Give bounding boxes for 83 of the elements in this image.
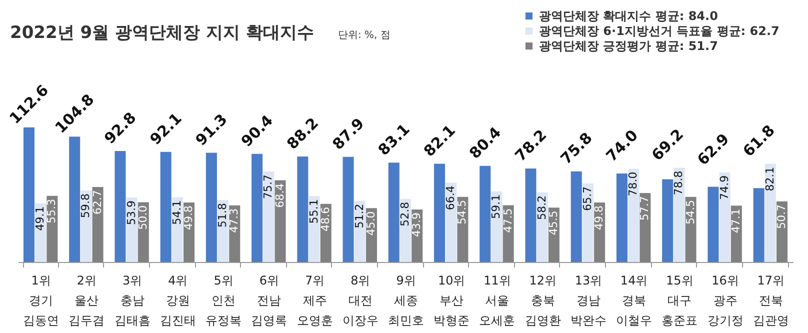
data-label: 54.5 (684, 200, 697, 224)
x-tick-label: 2위 울산 김두겸 (68, 274, 105, 328)
bar (434, 164, 446, 262)
data-label: 48.6 (318, 206, 332, 232)
bar (308, 196, 320, 262)
bar (582, 183, 594, 262)
data-label: 49.1 (34, 206, 47, 231)
data-label: 49.8 (592, 205, 606, 230)
data-label: 47.3 (228, 208, 241, 233)
x-tick-label: 8위 대전 이장우 (342, 274, 378, 328)
data-label: 50.7 (775, 204, 788, 229)
x-tick-label: 9위 세종 최민호 (388, 274, 424, 328)
data-label: 65.7 (580, 186, 594, 211)
data-label: 68.4 (273, 183, 286, 208)
bar (263, 171, 274, 262)
data-label: 51.2 (352, 204, 366, 228)
data-label: 51.8 (216, 203, 230, 228)
bar (719, 172, 730, 262)
bar (69, 136, 80, 262)
bar (662, 179, 674, 262)
data-label: 54.5 (456, 200, 469, 224)
x-tick-label: 16위 광주 강기정 (707, 274, 744, 328)
legend-label: 광역단체장 확대지수 평균: 84.0 (539, 9, 718, 23)
bar (640, 192, 651, 262)
bar (388, 162, 400, 262)
bar (297, 156, 308, 262)
bar (206, 152, 217, 262)
x-tick-label: 7위 제주 오영훈 (296, 274, 333, 328)
bar (480, 166, 491, 262)
x-tick-label: 17위 전북 김관영 (752, 274, 789, 328)
x-tick-label: 14위 경북 이철우 (616, 274, 652, 328)
data-label: 75.7 (262, 174, 275, 199)
x-tick-label: 12위 충북 김영환 (524, 274, 561, 328)
x-tick-label: 10위 부산 박형준 (434, 274, 470, 328)
bar (252, 154, 263, 262)
chart-title: 2022년 9월 광역단체장 지지 확대지수 (10, 23, 314, 43)
bar (708, 186, 719, 262)
bar (753, 188, 764, 262)
data-label: 59.1 (490, 194, 503, 219)
data-label: 50.0 (136, 205, 150, 230)
x-tick-label: 6위 전남 김영록 (251, 274, 288, 328)
legend-label: 광역단체장 긍정평가 평균: 51.7 (539, 39, 718, 53)
bar (92, 187, 104, 262)
bar (570, 171, 582, 262)
data-label: 78.0 (626, 172, 640, 196)
data-label: 62.7 (90, 190, 104, 215)
data-label: 47.1 (729, 208, 742, 234)
x-tick-label: 13위 경남 박완수 (570, 274, 606, 328)
data-label: 53.9 (124, 200, 138, 226)
data-label: 55.1 (307, 199, 320, 224)
data-label: 57.7 (638, 196, 652, 220)
x-tick-label: 15위 대구 홍준표 (662, 274, 698, 328)
bar (674, 168, 685, 262)
data-label: 45.5 (546, 210, 560, 236)
data-label: 54.1 (170, 200, 184, 225)
data-label: 74.9 (718, 175, 731, 200)
bar (160, 152, 172, 262)
data-label: 43.9 (410, 212, 424, 237)
x-tick-label: 1위 경기 김동연 (23, 274, 60, 328)
x-tick-label: 3위 충남 김태흠 (114, 274, 150, 328)
x-tick-label: 4위 강원 김진태 (160, 274, 196, 328)
data-label: 45.0 (364, 211, 378, 236)
legend-label: 광역단체장 6·1지방선거 득표율 평균: 62.7 (539, 24, 780, 38)
bar (616, 174, 628, 262)
bar (114, 151, 126, 262)
data-label: 58.2 (535, 195, 548, 220)
data-label: 82.1 (763, 166, 776, 192)
data-label: 52.8 (398, 202, 412, 226)
data-label: 59.8 (79, 193, 92, 218)
bar (525, 168, 536, 262)
data-label: 55.3 (45, 198, 58, 224)
bar (23, 127, 34, 262)
data-label: 47.5 (501, 208, 514, 233)
data-label: 66.4 (444, 186, 458, 210)
data-label: 78.8 (672, 170, 686, 196)
bar (628, 168, 640, 262)
bar (274, 180, 286, 262)
text: 단위: %, 점 (338, 30, 390, 41)
bar (764, 164, 776, 262)
x-tick-label: 5위 인천 유정복 (206, 274, 242, 328)
bar (342, 156, 354, 262)
x-tick-label: 11위 서울 오세훈 (479, 274, 516, 328)
data-label: 49.8 (182, 205, 196, 230)
